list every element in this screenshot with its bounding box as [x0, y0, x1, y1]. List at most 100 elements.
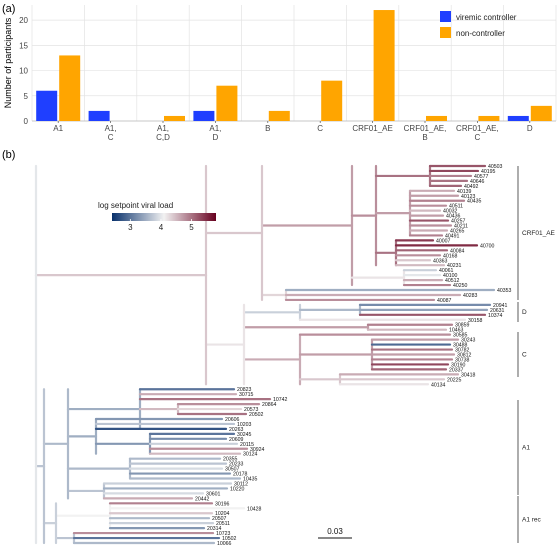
tip-label: 30112 — [234, 481, 248, 487]
bar-non-controller-7 — [426, 115, 447, 121]
tip-label: 40492 — [464, 184, 479, 190]
tip-label: 20355 — [223, 457, 238, 463]
tip-label: 40139 — [457, 189, 472, 195]
tip-label: 30812 — [457, 353, 472, 359]
tip-label: 40211 — [454, 224, 468, 230]
tip-label: 10204 — [215, 511, 230, 517]
tip-label: 40511 — [449, 204, 463, 210]
tip-label: 30245 — [237, 432, 252, 438]
tip-label: 20507 — [212, 516, 227, 522]
tip-label: 20502 — [249, 412, 264, 418]
x-tick-label: A1, C — [105, 124, 117, 142]
tip-label: 30124 — [243, 452, 258, 458]
tip-label: 10435 — [243, 477, 258, 483]
bar-non-controller-5 — [321, 80, 343, 121]
bar-non-controller-2 — [164, 115, 185, 121]
bar-non-controller-9 — [530, 105, 552, 121]
bar-non-controller-8 — [478, 115, 500, 121]
tip-label: 40257 — [451, 219, 466, 225]
tip-label: 20609 — [229, 437, 244, 443]
panel-b-label: (b) — [2, 149, 15, 161]
tip-label: 20115 — [240, 442, 254, 448]
legend-swatch — [440, 27, 451, 38]
tip-label: 30782 — [455, 348, 470, 354]
tip-label: 30715 — [239, 392, 254, 398]
tip-label: 40084 — [450, 248, 465, 254]
tip-label: 30738 — [455, 357, 470, 363]
tip-label: 40353 — [497, 288, 512, 294]
phylogenetic-tree: 4050340195405774064640492401394012340435… — [34, 164, 556, 547]
y-tick-label: 20 — [19, 16, 28, 25]
tip-label: 40646 — [470, 179, 485, 185]
tip-label: 20225 — [447, 377, 462, 383]
x-tick-label: A1, D — [209, 124, 221, 142]
tip-label: 20573 — [244, 407, 259, 413]
tip-label: 20233 — [229, 462, 244, 468]
clade-label: D — [522, 309, 527, 316]
y-tick-label: 15 — [19, 41, 28, 50]
tip-label: 40700 — [480, 243, 495, 249]
tip-label: 30418 — [461, 372, 476, 378]
tip-label: 30924 — [250, 447, 265, 453]
tip-label: 10502 — [222, 536, 237, 542]
tip-label: 40512 — [445, 278, 460, 284]
clade-label: CRF01_AE — [522, 230, 556, 237]
tip-label: 30196 — [215, 501, 230, 507]
color-legend: log setpoint viral load 3 4 5 — [98, 201, 216, 232]
tip-label: 40250 — [453, 283, 468, 289]
color-legend-tick-label: 4 — [159, 223, 164, 232]
tip-label: 40168 — [443, 253, 458, 259]
tip-label: 40436 — [446, 214, 461, 220]
tip-label: 40491 — [445, 233, 460, 239]
tip-label: 40032 — [443, 209, 458, 215]
tip-label: 20631 — [490, 308, 505, 314]
tip-label: 30601 — [206, 491, 221, 497]
tip-label: 30859 — [455, 323, 470, 329]
y-tick-label: 10 — [19, 67, 28, 76]
tip-label: 40134 — [431, 382, 446, 388]
tip-label: 40195 — [481, 169, 496, 175]
tip-label: 40087 — [437, 298, 452, 304]
color-legend-tick-label: 5 — [189, 223, 194, 232]
tip-label: 20178 — [233, 472, 248, 478]
tip-label: 20263 — [229, 427, 244, 433]
tip-label: 10374 — [488, 313, 503, 319]
tip-label: 10220 — [230, 486, 245, 492]
tip-label: 20337 — [449, 367, 464, 373]
tip-label: 10723 — [216, 531, 231, 537]
x-tick-label: CRF01_AE — [352, 124, 392, 133]
bar-non-controller-0 — [59, 55, 81, 121]
y-tick-label: 0 — [24, 117, 29, 126]
bar-viremic-controller-3 — [193, 110, 215, 121]
clade-label: A1 — [522, 445, 530, 452]
legend-label: viremic controller — [456, 13, 517, 22]
tip-label: 40231 — [447, 263, 462, 269]
tip-label: 20511 — [216, 521, 230, 527]
tip-label: 10066 — [217, 541, 232, 547]
legend-swatch — [440, 11, 451, 22]
tip-label: 40503 — [488, 164, 503, 170]
panel-a-label: (a) — [2, 3, 15, 15]
scale-bar-label: 0.03 — [327, 527, 343, 536]
bar-non-controller-4 — [268, 110, 290, 121]
tip-label: 40100 — [443, 273, 458, 279]
tip-label: 40363 — [433, 258, 448, 264]
tip-label: 30507 — [225, 467, 240, 473]
bar-viremic-controller-0 — [36, 90, 58, 121]
x-tick-label: B — [265, 124, 270, 133]
tip-label: 20864 — [262, 402, 277, 408]
clade-label: A1 rec — [522, 517, 542, 524]
legend-label: non-controller — [456, 29, 505, 38]
tip-label: 40061 — [439, 268, 454, 274]
scale-bar: 0.03 — [318, 527, 352, 539]
y-axis-label: Number of participants — [3, 17, 13, 108]
tip-label: 30158 — [468, 318, 483, 324]
tip-label: 10742 — [273, 397, 288, 403]
tip-label: 10203 — [237, 422, 252, 428]
bar-chart: 0 5 10 15 20 A1 A1, C A1, C,D A1, D B C CRF01_AE CRF01… — [3, 5, 557, 142]
tip-label: 10463 — [449, 328, 464, 334]
color-legend-bar — [112, 213, 216, 221]
tip-label: 30488 — [453, 343, 468, 349]
bar-non-controller-6 — [373, 10, 395, 121]
tip-label: 20314 — [207, 526, 222, 532]
